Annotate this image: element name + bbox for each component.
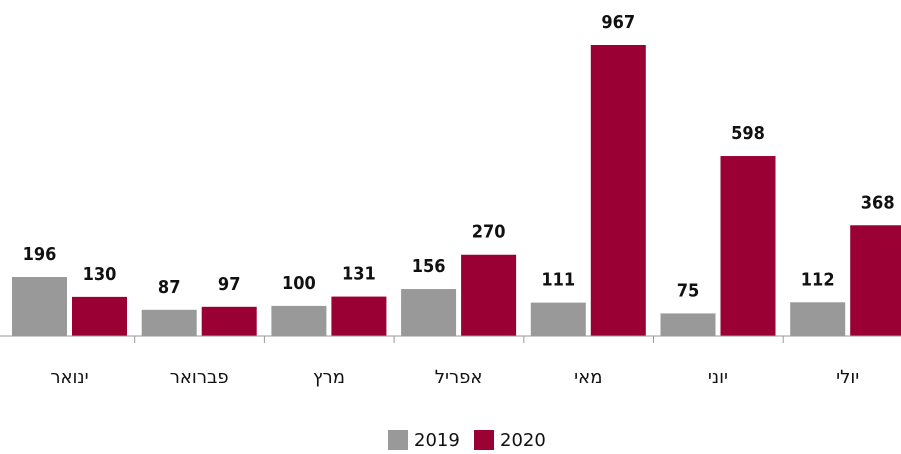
value-label: 75 (677, 280, 700, 301)
bar (660, 313, 716, 336)
value-label: 196 (23, 244, 57, 265)
bar (201, 306, 257, 336)
value-label: 598 (731, 123, 765, 144)
bar (790, 302, 846, 336)
bar (401, 289, 457, 336)
legend-label: 2019 (414, 430, 460, 451)
legend-swatch (388, 430, 408, 450)
bar (530, 302, 586, 336)
value-label: 368 (861, 192, 895, 213)
value-label: 156 (412, 256, 446, 277)
value-label: 131 (342, 264, 376, 285)
x-tick-label: אפריל (435, 367, 483, 388)
bar (72, 296, 127, 336)
x-tick-label: ינואר (50, 367, 88, 388)
value-label: 87 (158, 277, 181, 298)
bar (590, 45, 646, 336)
x-tick-label: מרץ (313, 367, 345, 388)
legend-swatch (474, 430, 494, 450)
x-tick-label: מאי (574, 367, 602, 388)
bar (141, 309, 197, 336)
value-label: 97 (218, 274, 241, 295)
bar (331, 296, 387, 336)
value-label: 130 (83, 264, 117, 285)
bar (850, 225, 901, 336)
bar (720, 156, 776, 336)
x-tick-label: יוני (708, 367, 728, 388)
value-label: 967 (601, 12, 635, 33)
value-label: 111 (541, 270, 575, 291)
value-label: 112 (801, 269, 835, 290)
bar (271, 305, 327, 336)
value-label: 100 (282, 273, 316, 294)
x-tick-label: פברואר (170, 367, 229, 388)
bar (12, 277, 67, 336)
bar (461, 254, 517, 336)
value-label: 270 (472, 222, 506, 243)
legend-label: 2020 (500, 430, 546, 451)
x-tick-label: יולי (836, 367, 859, 388)
